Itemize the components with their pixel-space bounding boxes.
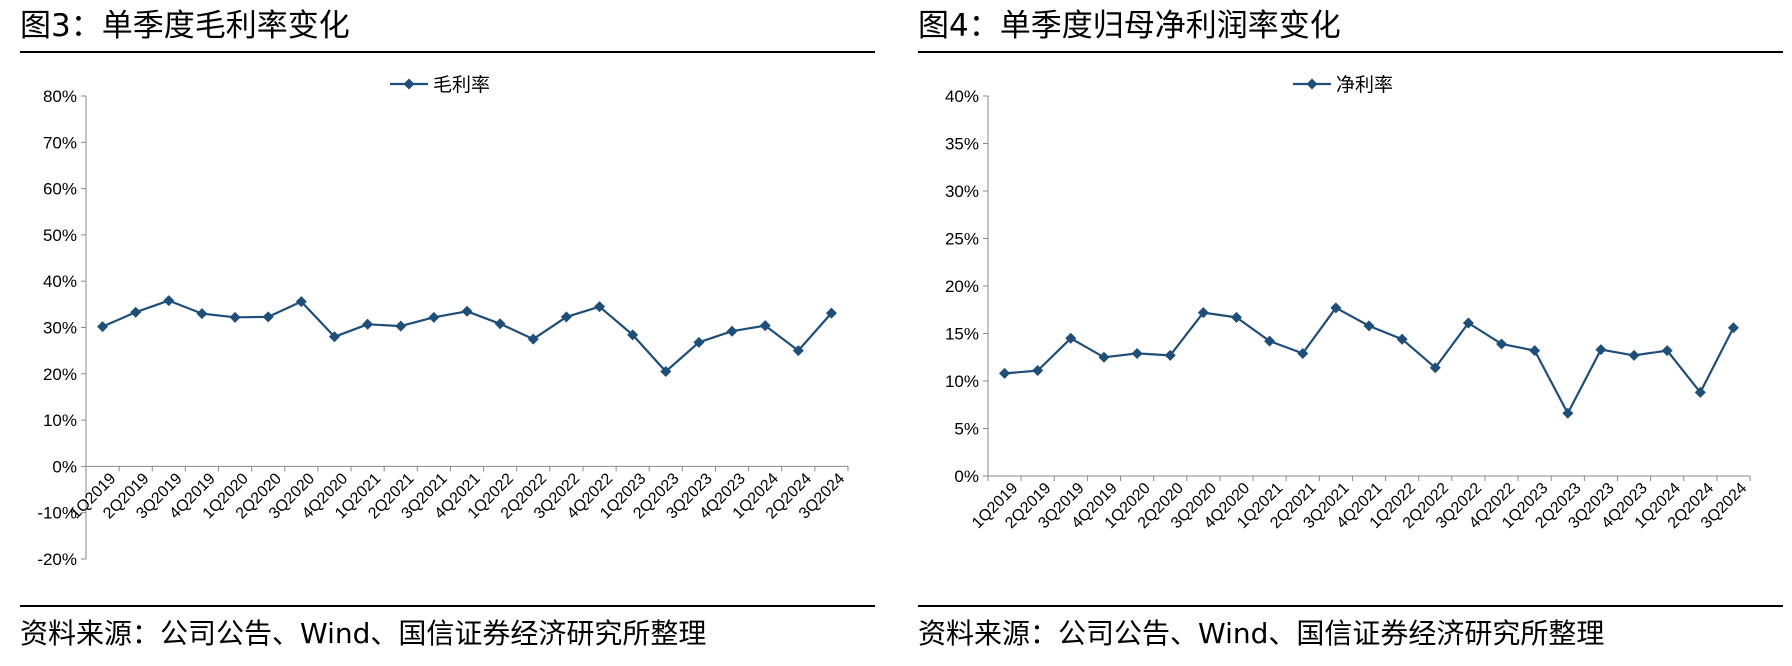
figure-title: 图4：单季度归母净利润率变化: [918, 8, 1341, 44]
data-point-marker: [594, 301, 606, 313]
legend-label: 净利率: [1336, 74, 1393, 96]
data-point-marker: [1032, 365, 1044, 377]
figure-title: 图3：单季度毛利率变化: [20, 8, 350, 44]
y-tick-label: 20%: [945, 277, 979, 296]
data-point-marker: [196, 308, 208, 320]
data-point-marker: [163, 295, 175, 307]
data-point-marker: [726, 325, 738, 337]
data-point-marker: [693, 336, 705, 348]
source-note: 资料来源：公司公告、Wind、国信证券经济研究所整理: [918, 617, 1605, 650]
source-note: 资料来源：公司公告、Wind、国信证券经济研究所整理: [20, 617, 707, 650]
data-point-marker: [792, 345, 804, 357]
gross-margin-chart: 80%70%60%50%40%30%20%10%0%-10%-20%1Q2019…: [37, 74, 849, 569]
data-point-marker: [130, 306, 142, 318]
data-point-marker: [759, 320, 771, 332]
data-point-marker: [1462, 317, 1474, 329]
title-rule: [20, 51, 875, 53]
data-point-marker: [627, 329, 639, 341]
data-point-marker: [999, 367, 1011, 379]
y-tick-label: -10%: [37, 504, 77, 523]
y-tick-label: 20%: [43, 365, 77, 384]
y-tick-label: 80%: [43, 87, 77, 106]
source-rule: [20, 605, 875, 607]
y-tick-label: 5%: [954, 420, 979, 439]
legend-label: 毛利率: [433, 74, 490, 96]
y-tick-label: 15%: [945, 325, 979, 344]
y-tick-label: 0%: [954, 467, 979, 486]
y-tick-label: 70%: [43, 133, 77, 152]
data-point-marker: [1297, 347, 1309, 359]
y-tick-label: 35%: [945, 135, 979, 154]
data-point-marker: [1396, 333, 1408, 345]
data-point-marker: [494, 318, 506, 330]
net-margin-chart: 40%35%30%25%20%15%10%5%0%1Q20192Q20193Q2…: [945, 74, 1751, 532]
data-point-marker: [328, 331, 340, 343]
y-tick-label: 40%: [945, 87, 979, 106]
data-point-marker: [527, 333, 539, 345]
data-point-marker: [1131, 347, 1143, 359]
y-tick-label: 50%: [43, 226, 77, 245]
title-rule: [918, 51, 1783, 53]
y-tick-label: 30%: [945, 182, 979, 201]
data-point-marker: [1694, 386, 1706, 398]
left-panel: 图3：单季度毛利率变化 80% 70% 60% 50% 40% 30% 20% 10% 0% -1…: [20, 0, 875, 666]
data-point-marker: [1230, 311, 1242, 323]
y-tick-label: 0%: [52, 457, 77, 476]
data-point-marker: [262, 311, 274, 323]
data-point-marker: [1098, 351, 1110, 363]
y-tick-label: 30%: [43, 319, 77, 338]
data-point-marker: [362, 318, 374, 330]
data-point-marker: [1164, 349, 1176, 361]
legend-marker: [403, 78, 415, 90]
data-point-marker: [825, 307, 837, 319]
y-tick-label: 40%: [43, 272, 77, 291]
right-panel: 图4：单季度归母净利润率变化 40% 35% 30% 25% 20% 15% 10% 5% 0%…: [918, 0, 1783, 666]
data-point-marker: [1661, 345, 1673, 357]
data-point-marker: [428, 311, 440, 323]
data-point-marker: [1363, 320, 1375, 332]
data-point-marker: [1429, 362, 1441, 374]
y-tick-label: 60%: [43, 180, 77, 199]
data-point-marker: [97, 321, 109, 333]
data-point-marker: [461, 305, 473, 317]
data-point-marker: [1595, 344, 1607, 356]
data-point-marker: [1496, 338, 1508, 350]
data-point-marker: [1264, 335, 1276, 347]
data-point-marker: [1529, 345, 1541, 357]
data-point-marker: [1562, 407, 1574, 419]
y-tick-label: 25%: [945, 230, 979, 249]
data-point-marker: [560, 311, 572, 323]
y-tick-label: 10%: [43, 411, 77, 430]
data-point-marker: [1065, 332, 1077, 344]
legend-marker: [1306, 78, 1318, 90]
data-point-marker: [229, 311, 241, 323]
data-point-marker: [1330, 302, 1342, 314]
data-point-marker: [660, 365, 672, 377]
data-point-marker: [1628, 349, 1640, 361]
y-tick-label: 10%: [945, 372, 979, 391]
data-point-marker: [295, 296, 307, 308]
data-point-marker: [1197, 307, 1209, 319]
data-point-marker: [395, 320, 407, 332]
y-tick-label: -20%: [37, 550, 77, 569]
data-point-marker: [1727, 322, 1739, 334]
source-rule: [918, 605, 1783, 607]
